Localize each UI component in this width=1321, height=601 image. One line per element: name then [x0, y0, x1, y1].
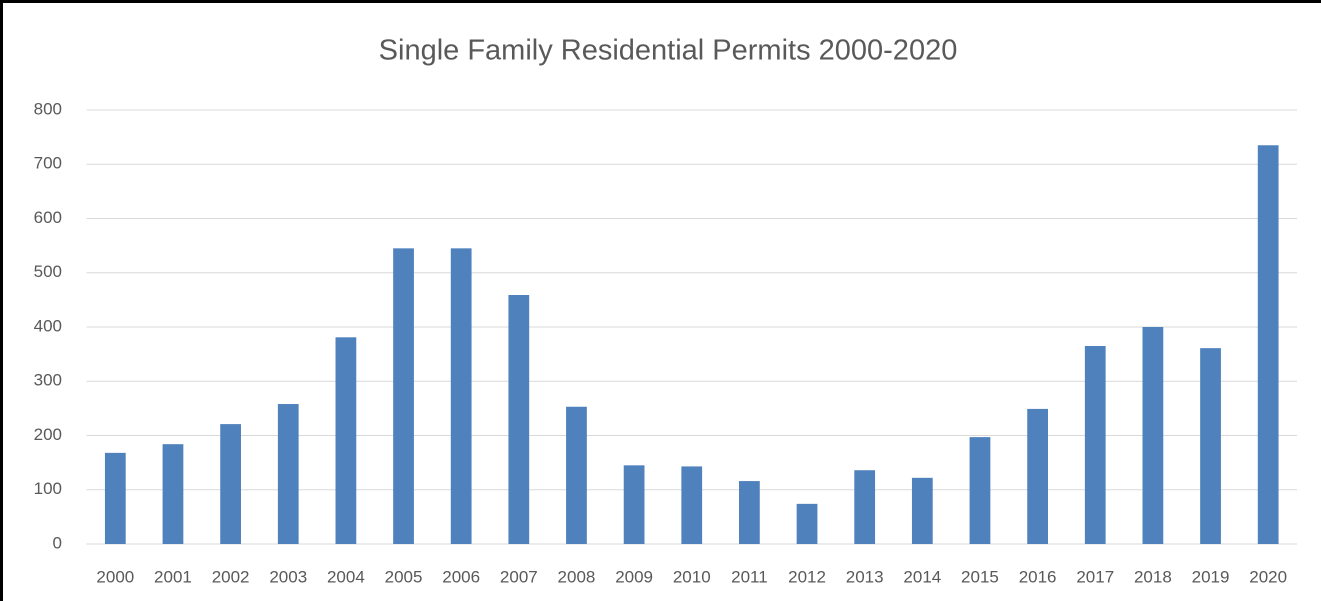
y-tick-label: 400 [34, 316, 62, 335]
bar [335, 337, 357, 544]
y-tick-label: 0 [53, 533, 62, 552]
bar [508, 294, 530, 544]
y-tick-label: 800 [34, 99, 62, 118]
bar [220, 424, 241, 544]
x-tick-label: 2017 [1076, 567, 1114, 586]
x-tick-label: 2009 [615, 567, 653, 586]
x-tick-label: 2012 [788, 567, 826, 586]
bar [162, 444, 184, 544]
y-tick-label: 200 [34, 425, 62, 444]
x-tick-label: 2018 [1134, 567, 1172, 586]
chart-title: Single Family Residential Permits 2000-2… [379, 35, 958, 67]
x-tick-label: 2019 [1192, 567, 1230, 586]
bar [450, 248, 472, 544]
bar [566, 406, 587, 544]
x-tick-label: 2016 [1019, 567, 1057, 586]
bar [1027, 408, 1048, 544]
bar [739, 481, 760, 544]
bar [681, 466, 703, 544]
bar [1200, 348, 1221, 544]
x-tick-label: 2015 [961, 567, 999, 586]
y-tick-label: 100 [34, 479, 62, 498]
x-tick-label: 2007 [500, 567, 538, 586]
bar [911, 477, 933, 544]
bar [623, 465, 645, 544]
x-tick-label: 2013 [846, 567, 884, 586]
x-tick-label: 2000 [96, 567, 134, 586]
x-tick-label: 2010 [673, 567, 711, 586]
x-tick-label: 2020 [1249, 567, 1287, 586]
bar [1142, 327, 1164, 544]
y-tick-label: 500 [34, 262, 62, 281]
bar [969, 437, 991, 544]
y-tick-label: 700 [34, 154, 62, 173]
x-tick-label: 2011 [731, 567, 768, 586]
bar [277, 404, 299, 544]
bar [1084, 345, 1106, 544]
x-tick-label: 2008 [558, 567, 596, 586]
bar [104, 452, 126, 544]
x-tick-label: 2014 [903, 567, 941, 586]
x-tick-label: 2002 [212, 567, 250, 586]
x-tick-label: 2006 [442, 567, 480, 586]
bar [393, 248, 414, 544]
y-tick-label: 300 [34, 371, 62, 390]
bar [796, 503, 818, 544]
bar [854, 470, 876, 544]
bar [1257, 145, 1279, 544]
y-tick-label: 600 [34, 208, 62, 227]
x-tick-label: 2001 [154, 567, 192, 586]
x-tick-label: 2004 [327, 567, 365, 586]
x-tick-label: 2003 [269, 567, 307, 586]
x-tick-label: 2005 [385, 567, 423, 586]
